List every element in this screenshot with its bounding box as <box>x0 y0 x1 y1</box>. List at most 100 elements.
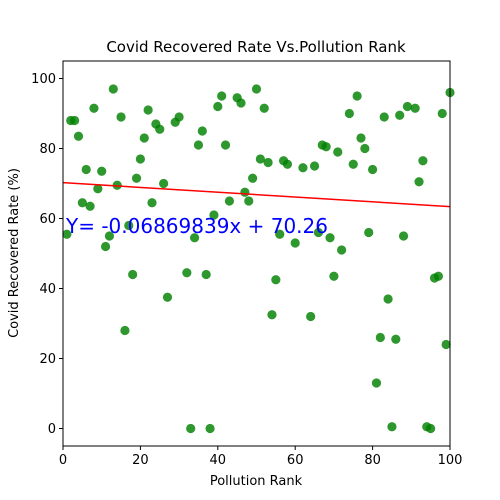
x-tick-label: 100 <box>438 453 463 468</box>
data-point <box>383 294 393 304</box>
x-tick-label: 80 <box>364 453 381 468</box>
data-point <box>344 108 354 119</box>
data-point <box>93 184 103 194</box>
data-point <box>104 231 115 241</box>
data-point <box>255 154 265 164</box>
ticks-layer: 0 20 40 60 80 100 0 20 40 60 80 100 <box>31 72 462 468</box>
data-point <box>306 311 316 322</box>
data-point <box>437 108 447 119</box>
data-point <box>418 156 428 166</box>
line-layer <box>62 181 451 208</box>
plot-frame <box>62 60 451 447</box>
x-tick-label: 20 <box>132 453 149 468</box>
y-tick-label: 40 <box>39 282 56 297</box>
data-point <box>251 84 262 94</box>
data-point <box>398 231 409 241</box>
data-point <box>159 178 169 189</box>
data-point <box>73 131 84 141</box>
data-point <box>131 173 142 183</box>
data-point <box>143 105 153 115</box>
data-point <box>124 220 134 231</box>
data-point <box>356 133 366 143</box>
regression-equation: Y= -0.06869839x + 70.26 <box>65 214 328 238</box>
data-point <box>201 269 211 280</box>
data-point <box>70 115 80 126</box>
data-point <box>162 292 173 302</box>
points-layer <box>62 84 455 434</box>
data-point <box>321 142 331 152</box>
data-point <box>426 423 436 434</box>
y-axis-label: Covid Recovered Rate (%) <box>7 168 22 338</box>
y-tick-label: 100 <box>31 72 56 87</box>
data-point <box>368 164 378 175</box>
data-point <box>89 103 99 113</box>
x-axis-label: Pollution Rank <box>210 474 303 489</box>
data-point <box>62 229 72 239</box>
data-point <box>360 143 370 154</box>
data-point <box>186 423 196 434</box>
data-point <box>259 103 269 113</box>
data-point <box>387 422 397 432</box>
data-point <box>189 233 200 243</box>
data-point <box>182 268 192 278</box>
regression-line <box>62 181 451 208</box>
data-point <box>85 201 95 211</box>
data-point <box>298 163 308 173</box>
data-point <box>213 101 223 112</box>
data-point <box>290 238 300 248</box>
data-point <box>333 147 343 157</box>
data-point <box>205 423 215 434</box>
data-point <box>282 159 293 169</box>
data-point <box>120 325 130 336</box>
data-point <box>313 227 324 238</box>
data-point <box>108 84 118 94</box>
data-point <box>395 110 405 120</box>
data-point <box>224 196 235 206</box>
data-point <box>441 339 451 350</box>
data-point <box>220 140 231 150</box>
x-tick-label: 60 <box>287 453 304 468</box>
data-point <box>139 133 149 143</box>
data-point <box>410 103 420 113</box>
data-point <box>100 241 111 252</box>
data-point <box>371 378 382 388</box>
y-tick-label: 60 <box>39 212 56 227</box>
data-point <box>97 166 107 176</box>
data-point <box>240 187 250 197</box>
data-point <box>217 91 227 101</box>
data-point <box>267 310 277 320</box>
data-point <box>135 154 145 164</box>
data-point <box>271 275 281 285</box>
data-point <box>433 271 443 281</box>
chart-title: Covid Recovered Rate Vs.Pollution Rank <box>106 38 406 56</box>
data-point <box>364 227 374 238</box>
data-point <box>81 164 91 175</box>
data-point <box>352 91 362 101</box>
data-point <box>244 196 254 206</box>
data-point <box>248 173 258 183</box>
data-point <box>375 332 385 343</box>
data-point <box>337 245 347 255</box>
y-tick-label: 0 <box>48 422 56 437</box>
data-point <box>197 126 207 136</box>
y-tick-label: 20 <box>39 352 56 367</box>
data-point <box>147 198 157 208</box>
data-point <box>77 198 87 208</box>
data-point <box>174 112 184 122</box>
data-point <box>325 233 335 243</box>
data-point <box>116 112 126 122</box>
data-point <box>155 124 165 134</box>
data-point <box>391 334 401 344</box>
data-point <box>236 98 246 108</box>
data-point <box>402 101 413 112</box>
data-point <box>263 157 273 168</box>
data-point <box>329 271 339 281</box>
x-tick-label: 40 <box>210 453 227 468</box>
data-point <box>275 229 285 239</box>
y-tick-label: 80 <box>39 142 56 157</box>
data-point <box>209 210 219 220</box>
data-point <box>379 112 389 122</box>
data-point <box>414 177 424 187</box>
